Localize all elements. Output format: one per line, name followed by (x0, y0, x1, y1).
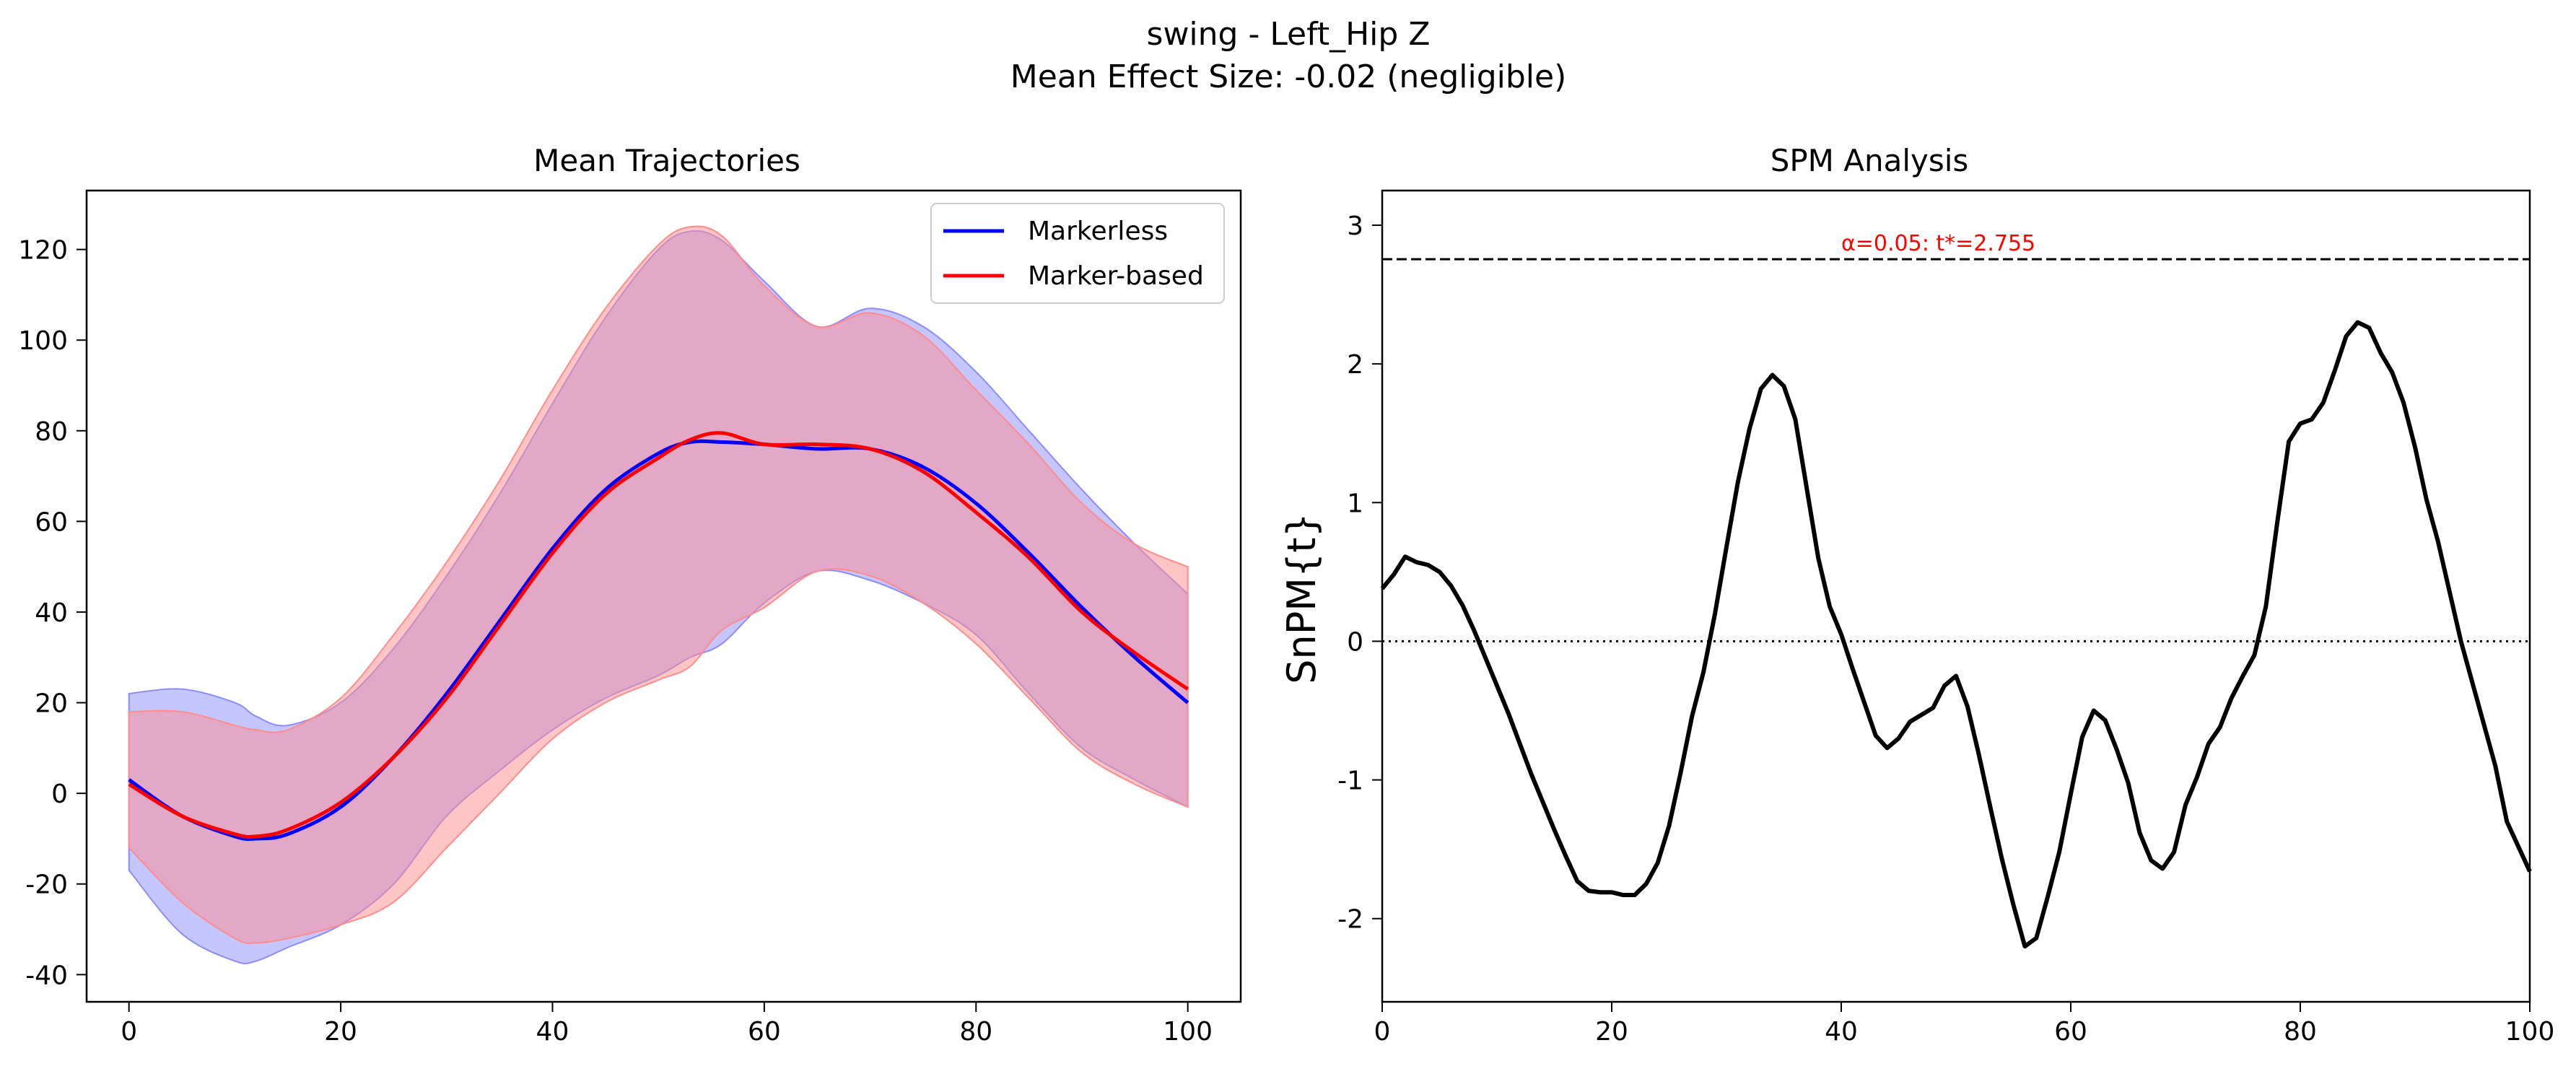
trajectories-x-tick-label: 60 (748, 1017, 781, 1047)
trajectories-y-tick-label: 40 (35, 598, 68, 628)
spm-y-axis-label: SnPM{t} (1279, 512, 1324, 684)
legend-label-markerless: Markerless (1028, 217, 1168, 246)
trajectories-y-tick-label: 80 (35, 417, 68, 447)
spm-y-tick-label: 1 (1347, 489, 1363, 518)
trajectories-ticks: 0 20 40 60 80 100 -40 -20 0 20 40 60 80 100 120 (18, 236, 1213, 1047)
spm-x-tick-label: 80 (2284, 1017, 2317, 1047)
spm-x-tick-label: 20 (1595, 1017, 1628, 1047)
spm-y-tick-label: -1 (1337, 767, 1363, 796)
spm-frame (1381, 189, 2531, 1003)
legend-label-marker-based: Marker-based (1028, 261, 1204, 291)
trajectories-x-tick-label: 0 (121, 1017, 137, 1047)
spm-plot-area (1380, 189, 2532, 1003)
figure-title-line1: swing - Left_Hip Z (1147, 16, 1431, 53)
trajectories-x-tick-label: 80 (959, 1017, 992, 1047)
legend-frame (930, 203, 1225, 304)
trajectories-plot-area (85, 189, 1242, 1003)
trajectories-y-tick-label: -40 (25, 961, 68, 990)
line-marker-based (128, 431, 1189, 839)
spm-x-tick-label: 60 (2054, 1017, 2087, 1047)
spm-x-tick-label: 0 (1374, 1017, 1391, 1047)
spm-x-tick-label: 100 (2505, 1017, 2555, 1047)
trajectories-x-tick-label: 20 (324, 1017, 357, 1047)
spm-x-tick-label: 40 (1825, 1017, 1858, 1047)
spm-y-tick-label: 3 (1347, 211, 1363, 241)
spm-y-tick-label: -2 (1337, 905, 1363, 935)
trajectories-y-tick-label: 120 (18, 236, 68, 266)
trajectories-y-tick-label: 20 (35, 689, 68, 719)
threshold-label: α=0.05: t*=2.755 (1841, 231, 2035, 256)
spm-ticks: 0 20 40 60 80 100 -2 -1 0 1 2 3 (1337, 211, 2554, 1047)
spm-y-tick-label: 2 (1347, 350, 1363, 380)
spm-title: SPM Analysis (1771, 143, 1969, 178)
trajectories-y-tick-label: 60 (35, 507, 68, 537)
spm-y-tick-label: 0 (1347, 627, 1363, 657)
figure-title-line2: Mean Effect Size: -0.02 (negligible) (1010, 58, 1567, 95)
trajectories-frame (85, 189, 1242, 1003)
spm-curve (1380, 320, 2532, 949)
trajectories-axes: Mean Trajectories 0 20 40 60 80 100 -40 -20 0 20 4… (18, 143, 1242, 1047)
trajectories-y-tick-label: -20 (25, 870, 68, 900)
band-marker-based (128, 225, 1189, 944)
trajectories-y-tick-label: 100 (18, 326, 68, 356)
trajectories-title: Mean Trajectories (533, 143, 800, 178)
line-markerless (128, 439, 1189, 842)
trajectories-x-tick-label: 100 (1163, 1017, 1213, 1047)
legend: Markerless Marker-based (930, 203, 1225, 304)
trajectories-y-tick-label: 0 (51, 780, 68, 809)
spm-axes: SPM Analysis SnPM{t} 0 20 40 60 80 100 -2 -1 0 1 2… (1279, 143, 2554, 1047)
trajectories-x-tick-label: 40 (536, 1017, 569, 1047)
